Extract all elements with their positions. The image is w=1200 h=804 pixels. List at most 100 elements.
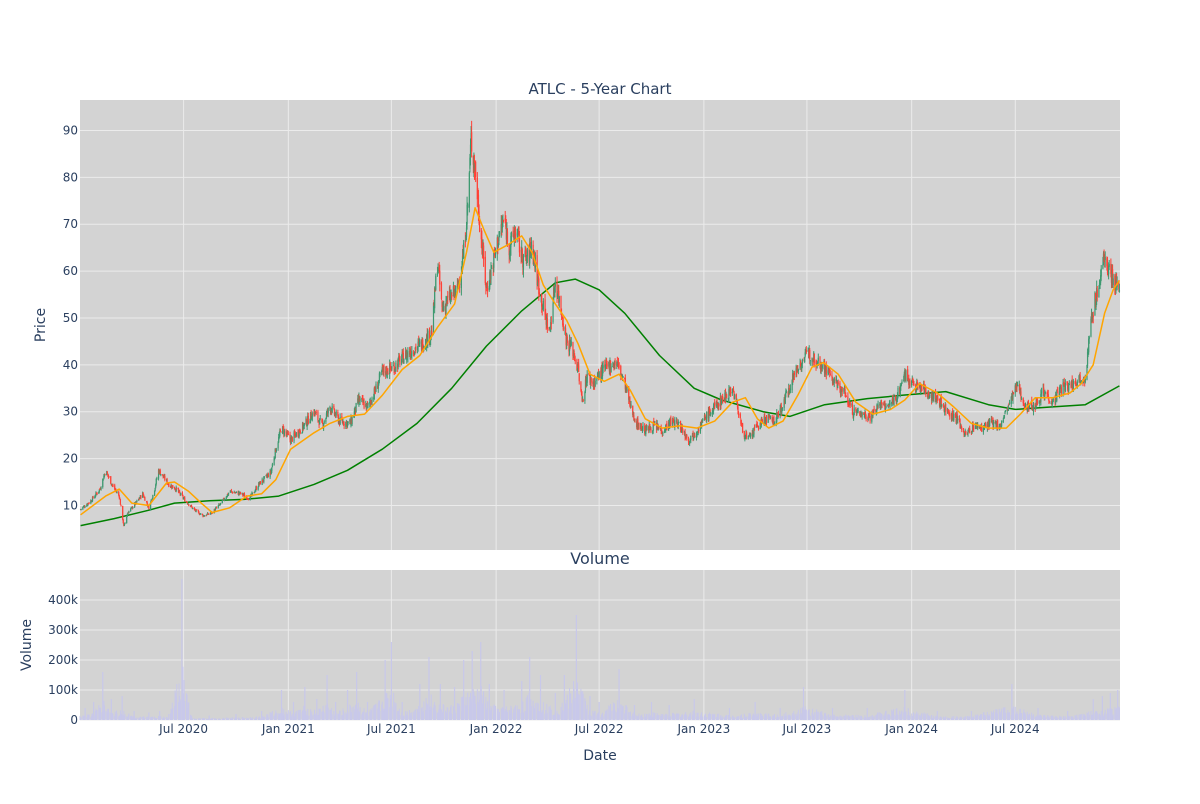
volume-bar <box>713 714 715 720</box>
volume-bar <box>552 714 554 720</box>
candlestick-body <box>387 372 389 375</box>
volume-bar <box>1087 716 1089 720</box>
candlestick-body <box>82 507 84 510</box>
volume-bar <box>949 718 951 720</box>
volume-bar <box>837 716 839 720</box>
volume-bar <box>1079 714 1081 720</box>
candlestick-body <box>981 426 983 432</box>
volume-bar <box>174 690 176 720</box>
volume-bar <box>176 683 178 720</box>
candlestick-body <box>601 366 604 377</box>
volume-bar <box>1078 714 1080 720</box>
volume-bar <box>921 712 923 720</box>
volume-bar <box>238 717 240 720</box>
candlestick-body <box>920 385 922 394</box>
volume-bar <box>242 717 244 720</box>
candlestick-body <box>620 365 622 376</box>
volume-bar <box>1098 714 1100 720</box>
volume-bar <box>1107 709 1109 720</box>
volume-bar <box>706 716 708 720</box>
volume-bar <box>955 717 957 720</box>
volume-bar <box>933 717 935 720</box>
candlestick-body <box>606 363 608 367</box>
volume-bar <box>407 715 409 720</box>
price-y-tick-label: 20 <box>63 452 78 466</box>
candlestick-body <box>529 243 531 264</box>
volume-bar <box>712 713 714 720</box>
volume-bar <box>725 715 727 720</box>
candlestick-body <box>743 431 745 438</box>
volume-bar <box>163 716 165 720</box>
volume-bar <box>972 718 974 720</box>
candlestick-body <box>291 436 293 442</box>
volume-bar <box>382 711 384 720</box>
candlestick-body <box>1059 387 1061 397</box>
volume-bar <box>295 710 297 720</box>
candlestick-body <box>1051 401 1053 403</box>
volume-bar <box>1100 711 1102 720</box>
volume-bar <box>226 719 228 720</box>
volume-bar <box>118 716 120 720</box>
candlestick-body <box>697 430 699 434</box>
candlestick-body <box>574 360 576 362</box>
volume-bar <box>581 694 583 720</box>
volume-bar <box>580 691 582 720</box>
volume-bar <box>1114 707 1116 720</box>
volume-bar <box>240 718 242 720</box>
candlestick-body <box>1068 383 1070 391</box>
volume-bar <box>1090 711 1092 720</box>
price-y-tick-label: 60 <box>63 264 78 278</box>
volume-bar <box>916 715 918 720</box>
volume-bar <box>928 716 930 720</box>
volume-bar <box>557 713 559 720</box>
candlestick-body <box>997 420 999 429</box>
volume-bar <box>1106 713 1108 720</box>
volume-bar <box>1095 712 1097 720</box>
volume-x-ticks: Jul 2020 Jan 2021 Jul 2021 Jan 2022 Jul 2022… <box>158 722 1040 736</box>
candlestick-body <box>389 363 391 374</box>
candlestick-body <box>552 303 554 323</box>
candlestick-body <box>333 405 335 409</box>
volume-bar <box>199 718 201 720</box>
volume-bar <box>652 712 654 720</box>
volume-bar <box>227 717 229 720</box>
volume-bar <box>1087 713 1089 720</box>
volume-bar <box>253 718 255 720</box>
volume-bar <box>632 712 634 720</box>
candlestick-body <box>484 256 486 283</box>
candlestick-body <box>118 495 120 498</box>
candlestick-body <box>411 350 413 356</box>
volume-bar <box>573 688 575 720</box>
volume-bar <box>561 712 563 720</box>
volume-bar <box>267 714 269 720</box>
volume-bar <box>410 715 412 720</box>
volume-bar <box>158 716 160 720</box>
volume-bar <box>314 715 316 720</box>
candlestick-body <box>138 498 140 501</box>
volume-bar <box>865 718 867 720</box>
candlestick-body <box>779 408 781 415</box>
candlestick-body <box>1038 402 1040 404</box>
volume-bar <box>1048 717 1050 720</box>
candlestick-body <box>378 380 380 384</box>
volume-bar <box>337 713 339 720</box>
volume-bar <box>649 715 651 720</box>
volume-bar <box>356 672 358 720</box>
volume-bar <box>279 714 281 720</box>
candlestick-body <box>586 373 588 383</box>
candlestick-body <box>887 403 889 406</box>
volume-bar <box>147 716 149 720</box>
candlestick-body <box>1103 253 1105 257</box>
volume-bar <box>879 712 881 720</box>
volume-bar <box>1021 713 1023 720</box>
volume-bar <box>597 713 599 720</box>
volume-bar <box>1043 714 1045 720</box>
candlestick-body <box>341 419 344 423</box>
candlestick-body <box>339 416 341 425</box>
candlestick-body <box>973 428 975 430</box>
candlestick-body <box>911 380 913 386</box>
candlestick-body <box>177 488 180 492</box>
volume-bar <box>273 715 275 720</box>
volume-bar <box>715 717 717 720</box>
